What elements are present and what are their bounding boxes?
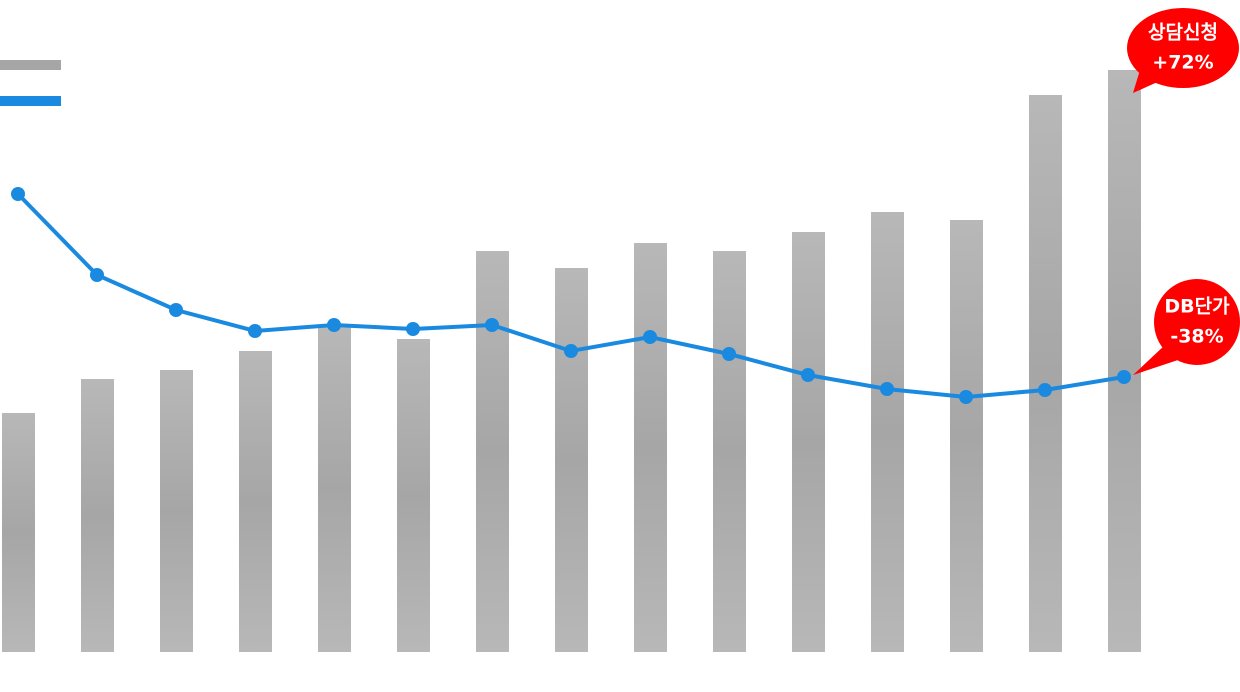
line-point — [90, 268, 104, 282]
bar — [2, 413, 35, 652]
line-point — [801, 368, 815, 382]
bar — [318, 325, 351, 652]
bar — [713, 251, 746, 652]
bar — [476, 251, 509, 652]
line-point — [1117, 370, 1131, 384]
bar — [239, 351, 272, 652]
bar — [555, 268, 588, 652]
bar — [950, 220, 983, 652]
line-point — [959, 390, 973, 404]
line-point — [880, 382, 894, 396]
line-point — [327, 318, 341, 332]
line-point — [248, 324, 262, 338]
bar — [634, 243, 667, 652]
bar — [397, 339, 430, 652]
legend-swatch — [0, 96, 61, 106]
bar — [871, 212, 904, 652]
annotation-text: -38% — [1170, 326, 1223, 348]
bar — [1029, 95, 1062, 652]
annotation-bubble — [1154, 279, 1240, 365]
line-point — [643, 330, 657, 344]
line-point — [722, 347, 736, 361]
line-point — [1038, 383, 1052, 397]
annotation-text: 상담신청 — [1148, 22, 1218, 44]
legend-swatch — [0, 60, 61, 70]
annotation-text: +72% — [1152, 52, 1213, 74]
line-point — [564, 344, 578, 358]
bar — [160, 370, 193, 652]
annotation-bubble — [1127, 8, 1239, 88]
bar — [792, 232, 825, 652]
bar — [1108, 70, 1141, 652]
annotation-text: DB단가 — [1164, 296, 1230, 318]
line-point — [406, 322, 420, 336]
bar — [81, 379, 114, 652]
annotation-tail — [1133, 70, 1162, 93]
line-point — [169, 303, 183, 317]
line-point — [11, 187, 25, 201]
line-point — [485, 318, 499, 332]
